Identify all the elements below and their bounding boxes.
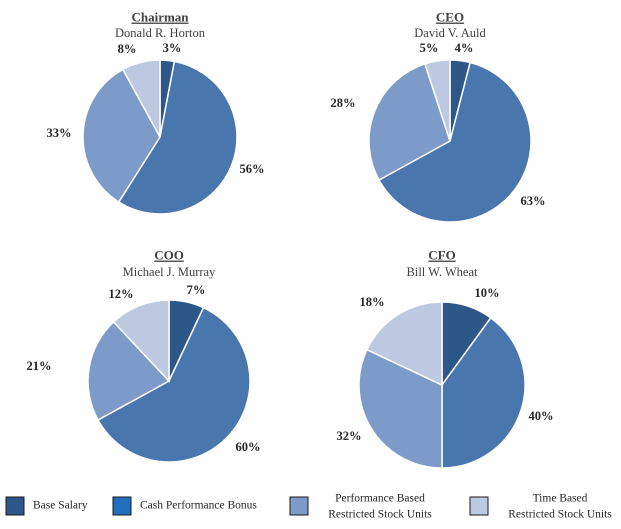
pie-slice-cash-performance-bonus <box>97 306 251 463</box>
legend-label: Cash Performance Bonus <box>140 500 257 512</box>
slice-data-label: 32% <box>337 429 362 443</box>
slice-data-label: 40% <box>529 409 554 423</box>
slice-data-label: 4% <box>455 41 474 55</box>
pie-chart-cfo: CFO Bill W. Wheat 10% 40% 32% 18% <box>337 248 554 469</box>
slice-data-label: 63% <box>521 194 546 208</box>
slice-data-label: 28% <box>331 96 356 110</box>
slice-data-label: 7% <box>187 283 206 297</box>
chart-subtitle: Michael J. Murray <box>123 265 216 279</box>
legend-label: Performance Based <box>335 493 425 505</box>
chart-subtitle: David V. Auld <box>414 26 486 40</box>
legend-swatch-base-salary <box>5 496 25 516</box>
slice-data-label: 18% <box>360 295 385 309</box>
slice-data-label: 5% <box>420 41 439 55</box>
chart-subtitle: Bill W. Wheat <box>407 265 478 279</box>
chart-title: CFO <box>428 248 455 263</box>
legend-swatch-performance-based-restricted-stock-units <box>289 496 309 516</box>
slice-data-label: 10% <box>475 286 500 300</box>
chart-title: COO <box>154 248 184 263</box>
slice-data-label: 12% <box>109 287 134 301</box>
slice-data-label: 60% <box>236 440 261 454</box>
pie-slice-cash-performance-bonus <box>117 60 238 215</box>
pie-slice-cash-performance-bonus <box>378 61 532 223</box>
chart-title: CEO <box>436 10 464 25</box>
pie-slice-time-based-restricted-stock-units <box>424 59 451 142</box>
legend-swatch-time-based-restricted-stock-units <box>469 496 489 516</box>
chart-subtitle: Donald R. Horton <box>115 26 206 40</box>
legend-label: Restricted Stock Units <box>328 509 432 521</box>
pie-slice-time-based-restricted-stock-units <box>365 301 443 387</box>
legend: Base Salary Cash Performance Bonus Perform… <box>5 493 612 521</box>
pie-slice-performance-based-restricted-stock-units <box>358 348 443 469</box>
pie-slice-time-based-restricted-stock-units <box>121 59 161 138</box>
legend-label: Time Based <box>533 493 588 505</box>
slice-data-label: 56% <box>240 162 265 176</box>
chart-title: Chairman <box>131 10 189 25</box>
pie-slice-time-based-restricted-stock-units <box>112 299 170 383</box>
pie-slice-performance-based-restricted-stock-units <box>368 63 451 182</box>
slice-data-label: 21% <box>27 359 52 373</box>
slice-data-label: 8% <box>118 42 137 56</box>
legend-label: Base Salary <box>33 500 88 512</box>
legend-swatch-cash-performance-bonus <box>112 496 132 516</box>
slice-data-label: 33% <box>47 126 72 140</box>
pie-chart-coo: COO Michael J. Murray 7% 60% 21% 12% <box>27 248 261 463</box>
pie-slice-performance-based-restricted-stock-units <box>87 320 171 422</box>
pie-slice-cash-performance-bonus <box>441 316 526 469</box>
slice-data-label: 3% <box>163 41 182 55</box>
legend-label: Restricted Stock Units <box>508 509 612 521</box>
